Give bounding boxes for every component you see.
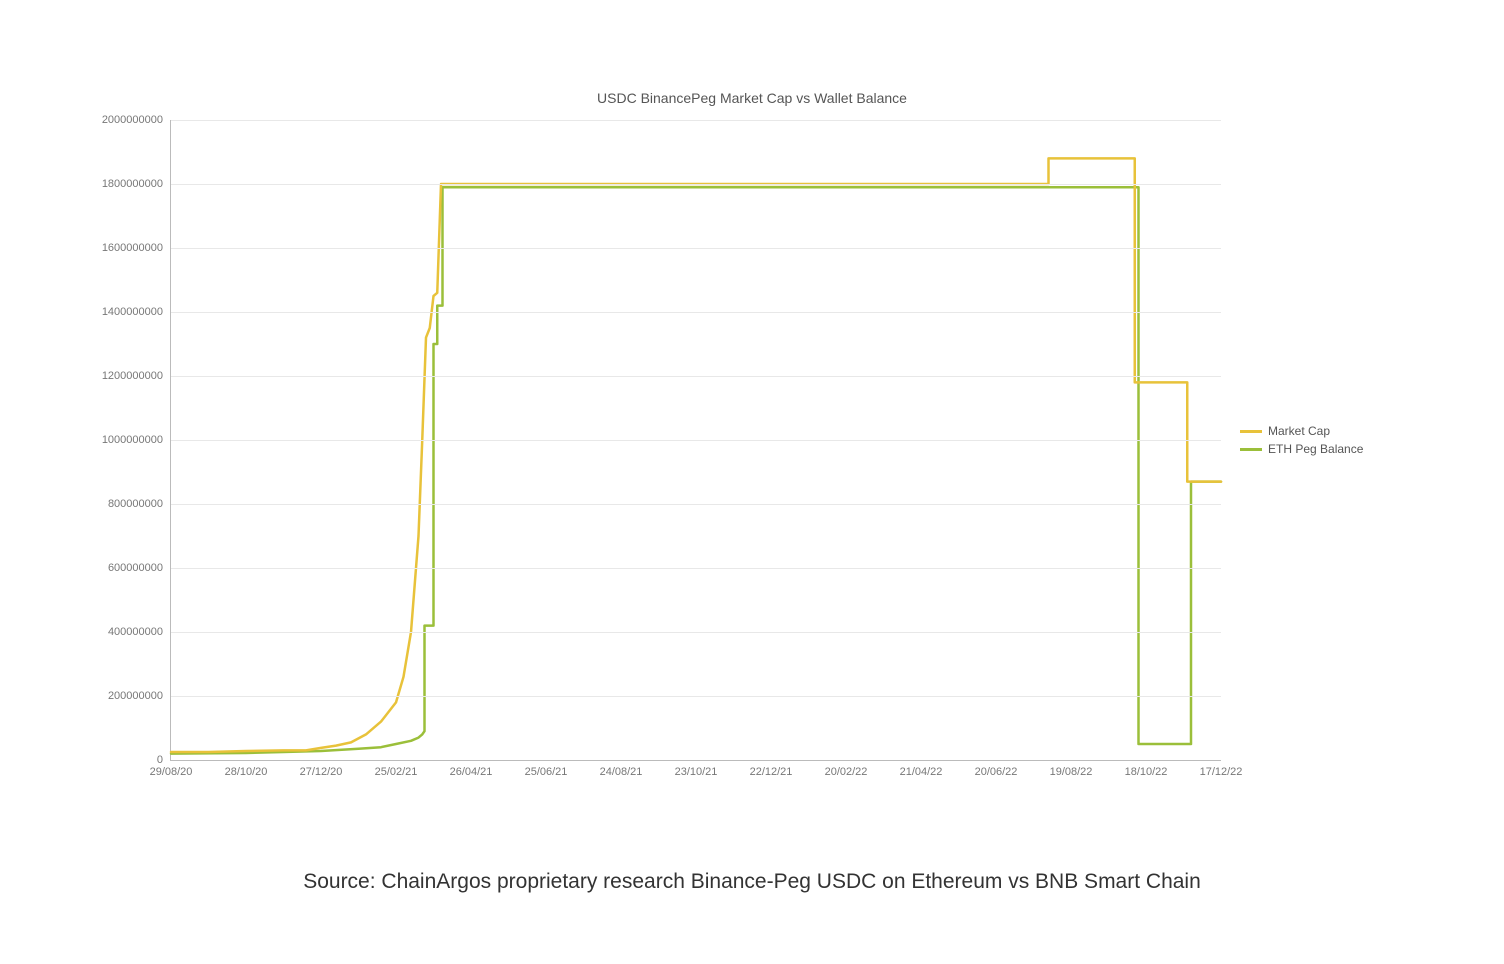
gridline (171, 248, 1221, 249)
y-tick-label: 2000000000 (102, 114, 171, 126)
y-tick-label: 1800000000 (102, 178, 171, 190)
source-caption: Source: ChainArgos proprietary research … (0, 870, 1504, 894)
y-tick-label: 200000000 (108, 690, 171, 702)
y-tick-label: 1000000000 (102, 434, 171, 446)
x-tick-label: 29/08/20 (150, 760, 193, 778)
gridline (171, 440, 1221, 441)
plot-area: 0200000000400000000600000000800000000100… (170, 120, 1221, 761)
legend-label-market-cap: Market Cap (1268, 424, 1330, 438)
legend-item-market-cap: Market Cap (1240, 424, 1363, 438)
legend-item-eth-peg: ETH Peg Balance (1240, 442, 1363, 456)
gridline (171, 568, 1221, 569)
gridline (171, 120, 1221, 121)
y-tick-label: 800000000 (108, 498, 171, 510)
chart-title: USDC BinancePeg Market Cap vs Wallet Bal… (60, 90, 1444, 106)
y-tick-label: 600000000 (108, 562, 171, 574)
legend-swatch-eth-peg (1240, 448, 1262, 451)
gridline (171, 312, 1221, 313)
x-tick-label: 27/12/20 (300, 760, 343, 778)
y-tick-label: 1600000000 (102, 242, 171, 254)
x-tick-label: 23/10/21 (675, 760, 718, 778)
plot-wrap: 0200000000400000000600000000800000000100… (60, 120, 1444, 820)
series-eth-peg-balance (171, 187, 1221, 753)
x-tick-label: 20/06/22 (975, 760, 1018, 778)
x-tick-label: 18/10/22 (1125, 760, 1168, 778)
x-tick-label: 28/10/20 (225, 760, 268, 778)
gridline (171, 184, 1221, 185)
x-tick-label: 26/04/21 (450, 760, 493, 778)
x-tick-label: 22/12/21 (750, 760, 793, 778)
y-tick-label: 1400000000 (102, 306, 171, 318)
gridline (171, 696, 1221, 697)
x-tick-label: 25/02/21 (375, 760, 418, 778)
gridline (171, 504, 1221, 505)
legend-swatch-market-cap (1240, 430, 1262, 433)
gridline (171, 632, 1221, 633)
x-tick-label: 19/08/22 (1050, 760, 1093, 778)
x-tick-label: 17/12/22 (1200, 760, 1243, 778)
legend-label-eth-peg: ETH Peg Balance (1268, 442, 1363, 456)
y-tick-label: 1200000000 (102, 370, 171, 382)
x-tick-label: 20/02/22 (825, 760, 868, 778)
x-tick-label: 21/04/22 (900, 760, 943, 778)
x-tick-label: 25/06/21 (525, 760, 568, 778)
legend: Market Cap ETH Peg Balance (1240, 420, 1363, 460)
gridline (171, 376, 1221, 377)
chart-figure: USDC BinancePeg Market Cap vs Wallet Bal… (60, 60, 1444, 820)
y-tick-label: 400000000 (108, 626, 171, 638)
x-tick-label: 24/08/21 (600, 760, 643, 778)
